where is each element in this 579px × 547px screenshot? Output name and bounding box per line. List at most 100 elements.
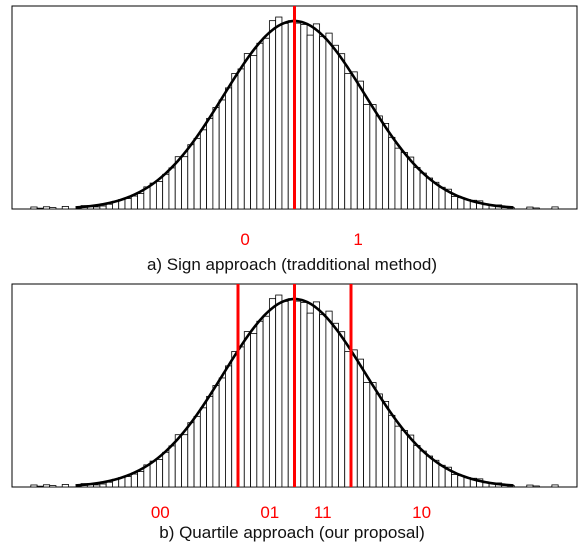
histogram-bar: [407, 434, 415, 488]
histogram-bar: [306, 312, 314, 488]
histogram-bar: [262, 37, 270, 210]
histogram-bar: [99, 483, 107, 488]
histogram-bar: [268, 20, 277, 210]
histogram-bar: [344, 73, 352, 210]
histogram-bar: [268, 298, 277, 488]
histogram-bar: [30, 206, 38, 210]
histogram-bar: [281, 22, 289, 210]
histogram-bar: [394, 147, 402, 210]
histogram-bar: [331, 322, 339, 488]
histogram-bar: [419, 172, 427, 210]
histogram-bar: [369, 104, 377, 210]
histogram-bar: [155, 181, 164, 210]
histogram-bar: [356, 358, 364, 488]
histogram-bar: [526, 484, 534, 488]
histogram-bar: [225, 87, 233, 210]
histogram-bar: [181, 156, 189, 210]
histogram-bar: [319, 36, 327, 210]
histogram-bar: [413, 445, 421, 488]
histogram-bar: [149, 460, 157, 488]
histogram-bar: [256, 42, 264, 210]
histogram-bar: [300, 302, 308, 488]
histogram-bar: [162, 173, 170, 210]
histogram-bar: [162, 451, 170, 488]
histogram-bar: [130, 195, 138, 210]
histogram-bar: [551, 206, 559, 210]
histogram-bar: [193, 415, 201, 488]
histogram-bar: [338, 331, 346, 488]
histogram-bar: [306, 34, 314, 210]
histogram-bar: [400, 152, 408, 210]
histogram-bar: [61, 484, 69, 488]
region-label-10: 10: [412, 503, 431, 522]
histogram-bar: [451, 196, 459, 210]
histogram-bar: [36, 207, 44, 210]
histogram-bar: [325, 310, 333, 488]
histogram-bar: [319, 314, 327, 488]
histogram-bar: [551, 484, 559, 488]
histogram-bar: [451, 474, 459, 488]
histogram-bar: [168, 167, 176, 210]
histogram-bar: [407, 156, 415, 210]
histogram-bar: [300, 24, 308, 210]
histogram-bar: [331, 44, 339, 210]
histogram-bar: [231, 73, 239, 210]
histogram-bars: [30, 294, 559, 488]
histogram-bar: [381, 400, 390, 488]
histogram-bar: [206, 117, 214, 210]
histogram-bar: [218, 377, 226, 488]
histogram-bar: [212, 385, 220, 488]
threshold-lines: [236, 284, 353, 487]
histogram-bar: [93, 484, 101, 488]
histogram-bar: [256, 320, 264, 488]
histogram-bar: [42, 484, 51, 488]
histogram-bar: [206, 395, 214, 488]
histogram-bar: [199, 407, 208, 488]
region-label-01: 01: [260, 503, 279, 522]
region-label-00: 00: [151, 503, 170, 522]
histogram-bar: [532, 207, 540, 210]
histogram-bar: [130, 473, 138, 488]
histogram-bar: [369, 382, 377, 488]
histogram-bar: [42, 206, 51, 210]
histogram-bar: [312, 23, 321, 210]
histogram-bar: [61, 206, 69, 210]
histogram-bar: [187, 144, 195, 210]
histogram-bar: [225, 365, 233, 488]
histogram-bar: [250, 333, 258, 488]
histogram-bar: [187, 422, 195, 488]
histogram-bar: [137, 193, 145, 210]
caption: b) Quartile approach (our proposal): [159, 523, 425, 542]
histogram-bar: [532, 485, 540, 488]
histogram-bar: [526, 206, 534, 210]
histogram-bar: [49, 485, 57, 488]
histogram-bar: [356, 80, 364, 210]
histogram-bar: [99, 205, 107, 210]
histogram-bar: [237, 68, 245, 210]
histogram-bar: [124, 198, 132, 210]
histogram-bar: [243, 53, 251, 210]
histogram-bar: [262, 315, 270, 488]
histogram-bar: [425, 455, 434, 488]
panel-quartile-approach: 00 01 11 10 b) Quartile approach (our propo…: [11, 283, 578, 542]
histogram-bar: [36, 485, 44, 488]
histogram-bar: [105, 203, 113, 210]
histogram-bar: [394, 425, 402, 488]
histogram-bar: [218, 99, 226, 210]
histogram-bar: [193, 137, 201, 210]
histogram-bar: [275, 16, 283, 210]
histogram-bar: [199, 129, 208, 210]
histogram-bars: [30, 16, 559, 210]
histogram-bar: [155, 459, 164, 488]
histogram-bar: [350, 71, 358, 210]
histogram-bar: [124, 476, 132, 488]
histogram-bar: [312, 301, 321, 488]
histogram-bar: [30, 484, 38, 488]
histogram-bar: [338, 53, 346, 210]
histogram-bar: [388, 136, 396, 210]
region-label-1: 1: [353, 230, 362, 249]
histogram-bar: [212, 107, 220, 210]
